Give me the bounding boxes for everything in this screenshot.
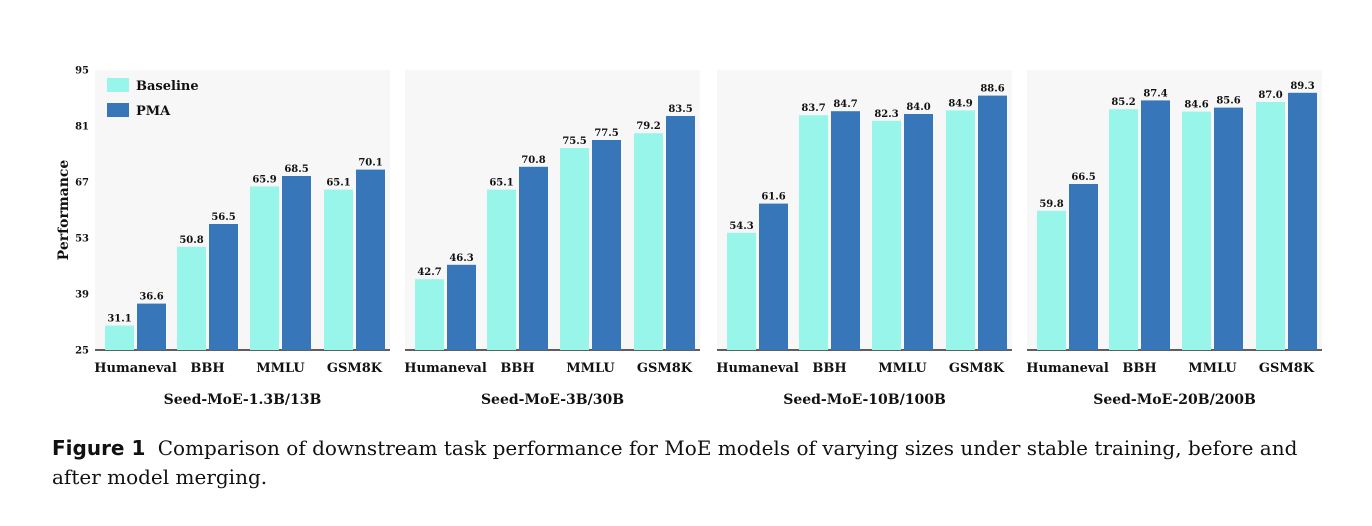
bar-baseline <box>177 246 206 350</box>
x-tick-label: MMLU <box>566 361 615 376</box>
y-tick-label: 39 <box>75 290 89 301</box>
x-tick-label: BBH <box>1122 361 1156 376</box>
panel-subtitle: Seed-MoE-3B/30B <box>481 392 624 408</box>
bar-baseline <box>1182 111 1211 350</box>
y-tick-label: 67 <box>75 178 89 189</box>
panel-subtitle: Seed-MoE-10B/100B <box>783 392 946 408</box>
bar-value-label: 75.5 <box>562 136 586 147</box>
caption-text: Comparison of downstream task performanc… <box>52 436 1298 489</box>
x-tick-label: Humaneval <box>716 361 799 376</box>
bar-baseline <box>1037 210 1066 350</box>
bar-pma <box>592 140 621 350</box>
bar-pma <box>1141 100 1170 351</box>
bar-value-label: 84.0 <box>906 102 930 113</box>
bar-value-label: 88.6 <box>980 84 1004 95</box>
panel-subtitle: Seed-MoE-1.3B/13B <box>164 392 322 408</box>
bar-pma <box>356 169 385 350</box>
bar-baseline <box>487 189 516 350</box>
bar-baseline <box>415 279 444 350</box>
legend-entry-pma: PMA <box>136 104 171 119</box>
y-tick-label: 53 <box>75 234 89 245</box>
x-tick-label: GSM8K <box>949 361 1005 376</box>
legend-entry-baseline: Baseline <box>136 79 199 94</box>
bar-value-label: 77.5 <box>594 128 618 139</box>
bar-value-label: 83.7 <box>801 103 825 114</box>
bar-baseline <box>727 232 756 350</box>
bar-pma <box>282 176 311 350</box>
y-axis-label: Performance <box>56 160 72 261</box>
bar-value-label: 84.6 <box>1184 100 1208 111</box>
figure-caption: Figure 1 Comparison of downstream task p… <box>52 434 1312 492</box>
x-tick-label: BBH <box>190 361 224 376</box>
bar-pma <box>831 111 860 350</box>
y-tick-label: 81 <box>75 122 89 133</box>
bar-value-label: 66.5 <box>1071 172 1095 183</box>
x-tick-label: Humaneval <box>404 361 487 376</box>
bar-value-label: 82.3 <box>874 109 898 120</box>
x-tick-label: GSM8K <box>327 361 383 376</box>
bar-pma <box>1288 92 1317 351</box>
bar-value-label: 84.9 <box>948 98 972 109</box>
bar-value-label: 54.3 <box>729 221 753 232</box>
bar-value-label: 87.0 <box>1258 90 1282 101</box>
bar-value-label: 59.8 <box>1039 199 1063 210</box>
bar-baseline <box>634 133 663 350</box>
x-tick-label: GSM8K <box>637 361 693 376</box>
bar-value-label: 70.8 <box>521 155 545 166</box>
bar-pma <box>1214 107 1243 350</box>
bar-pma <box>759 203 788 350</box>
caption-label: Figure 1 <box>52 436 146 460</box>
bar-value-label: 61.6 <box>761 192 785 203</box>
bar-pma <box>209 224 238 350</box>
bar-value-label: 83.5 <box>668 104 692 115</box>
bar-value-label: 50.8 <box>179 235 203 246</box>
legend-swatch-baseline <box>107 78 129 92</box>
bar-value-label: 87.4 <box>1143 88 1167 99</box>
y-tick-label: 25 <box>75 346 89 357</box>
x-tick-label: Humaneval <box>94 361 177 376</box>
bar-value-label: 79.2 <box>636 121 660 132</box>
bar-baseline <box>105 325 134 350</box>
bar-value-label: 56.5 <box>211 212 235 223</box>
x-tick-label: BBH <box>812 361 846 376</box>
x-tick-label: Humaneval <box>1026 361 1109 376</box>
bar-value-label: 65.9 <box>252 174 276 185</box>
bar-value-label: 70.1 <box>358 158 382 169</box>
bar-baseline <box>250 186 279 350</box>
panel-subtitle: Seed-MoE-20B/200B <box>1093 392 1256 408</box>
bar-value-label: 84.7 <box>833 99 857 110</box>
bar-baseline <box>799 115 828 350</box>
bar-baseline <box>1256 102 1285 350</box>
bar-value-label: 65.1 <box>326 178 350 189</box>
bar-pma <box>1069 184 1098 350</box>
legend-swatch-pma <box>107 103 129 117</box>
bar-baseline <box>872 120 901 350</box>
bar-value-label: 68.5 <box>284 164 308 175</box>
bar-pma <box>978 95 1007 350</box>
bar-pma <box>137 303 166 350</box>
bar-value-label: 46.3 <box>449 253 473 264</box>
y-tick-label: 95 <box>75 66 89 77</box>
bar-value-label: 85.2 <box>1111 97 1135 108</box>
figure-chart: Performance 25 39 53 67 81 95 31.1 36.6 Humaneval… <box>56 66 1322 408</box>
bar-pma <box>447 264 476 350</box>
x-tick-label: BBH <box>500 361 534 376</box>
bar-baseline <box>324 189 353 350</box>
x-tick-label: GSM8K <box>1259 361 1315 376</box>
bar-value-label: 42.7 <box>417 267 441 278</box>
x-tick-label: MMLU <box>256 361 305 376</box>
x-tick-label: MMLU <box>878 361 927 376</box>
bar-value-label: 89.3 <box>1290 81 1314 92</box>
bar-value-label: 31.1 <box>107 314 131 325</box>
bar-baseline <box>560 148 589 350</box>
bar-pma <box>904 114 933 350</box>
bar-baseline <box>946 110 975 351</box>
bar-value-label: 36.6 <box>139 292 163 303</box>
x-tick-label: MMLU <box>1188 361 1237 376</box>
bar-baseline <box>1109 109 1138 350</box>
bar-pma <box>666 116 695 350</box>
bar-value-label: 85.6 <box>1216 96 1240 107</box>
bar-value-label: 65.1 <box>489 178 513 189</box>
bar-pma <box>519 166 548 350</box>
